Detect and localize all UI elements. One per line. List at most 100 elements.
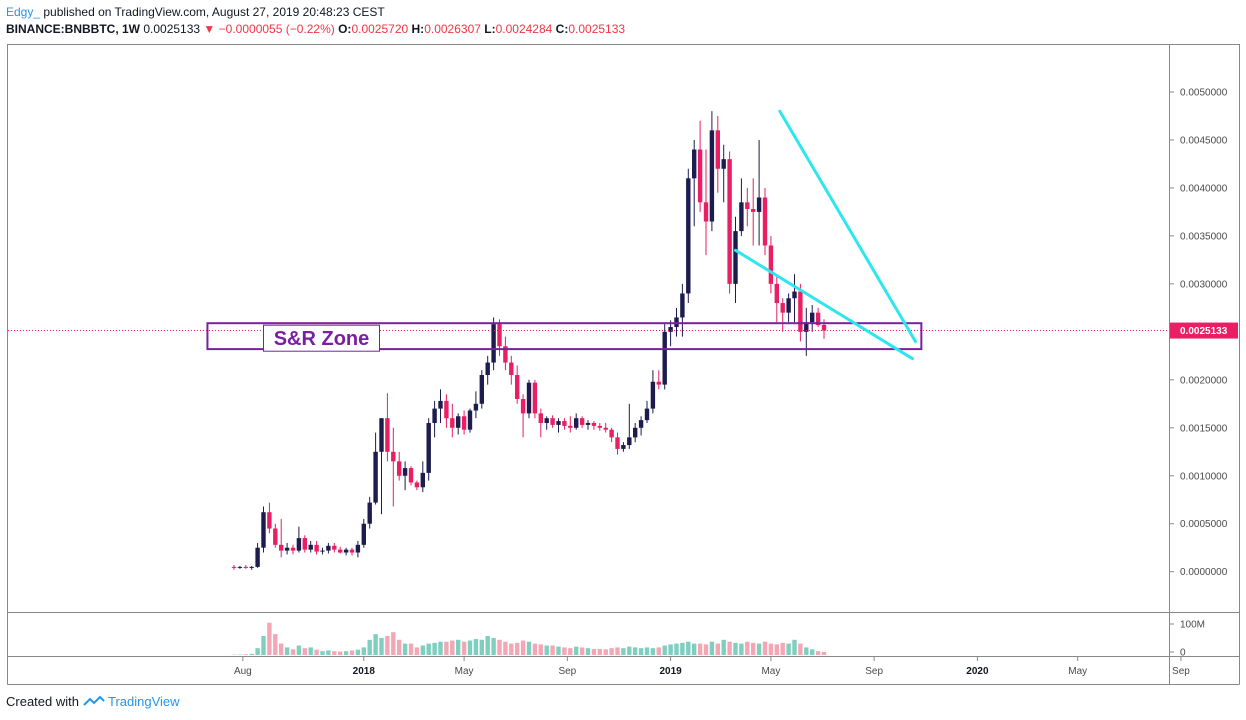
y-tick-label: 0.0050000 <box>1180 87 1228 98</box>
candle <box>768 235 774 294</box>
candle <box>273 523 278 548</box>
volume-bar <box>526 641 532 655</box>
candle <box>585 420 591 430</box>
volume-bar <box>810 649 815 655</box>
tradingview-brand[interactable]: TradingView <box>108 694 180 709</box>
volume-bar <box>756 643 762 655</box>
candle <box>343 547 349 556</box>
candle-body <box>804 322 809 332</box>
candle-body <box>621 445 626 449</box>
candle-body <box>373 451 378 503</box>
volume-bar <box>733 642 738 655</box>
candle-body <box>662 331 667 385</box>
candle-body <box>509 362 514 376</box>
candle <box>780 298 785 332</box>
candle <box>461 410 467 435</box>
candle <box>302 535 307 553</box>
ohlc-legend: BINANCE:BNBBTC, 1W 0.0025133 ▼ −0.000005… <box>6 21 1236 38</box>
volume-bar <box>768 643 774 655</box>
volume-bar <box>815 651 821 655</box>
candle-body <box>479 375 484 404</box>
candle-body <box>515 375 520 399</box>
volume-bar <box>438 641 443 655</box>
volume-bar <box>432 642 437 655</box>
volume-bar <box>320 651 325 655</box>
volume-bar <box>621 648 626 655</box>
x-tick-label: 2018 <box>353 666 376 677</box>
candle-body <box>432 408 437 423</box>
candle-body <box>680 293 685 318</box>
candle <box>762 187 768 256</box>
candle-body <box>503 346 508 363</box>
candle-body <box>326 545 331 551</box>
candle-body <box>284 547 290 551</box>
volume-bar <box>314 649 319 655</box>
candle-body <box>644 408 650 421</box>
volume-bar <box>261 636 266 655</box>
candle-body <box>391 451 396 462</box>
candle-body <box>408 468 414 483</box>
candle <box>621 442 626 452</box>
volume-bar <box>302 648 307 655</box>
volume-bar <box>638 648 644 655</box>
candle-body <box>243 566 248 568</box>
volume-bar <box>709 641 715 655</box>
candle <box>703 149 709 256</box>
author-name[interactable]: Edgy_ <box>6 5 41 19</box>
volume-bar <box>656 647 661 655</box>
x-tick-label: May <box>761 666 780 677</box>
volume-bar <box>473 639 479 655</box>
candle <box>432 400 437 438</box>
candle-body <box>562 421 567 426</box>
price-change: −0.0000055 (−0.22%) <box>218 22 335 36</box>
volume-bar <box>633 647 638 655</box>
volume-bar <box>692 643 697 655</box>
candle-body <box>615 437 620 449</box>
candle <box>420 461 425 493</box>
trendline <box>734 248 914 361</box>
candle-body <box>538 413 543 423</box>
candle <box>603 422 608 433</box>
footer: Created with TradingView <box>6 694 180 709</box>
volume-bar <box>674 643 679 655</box>
volume-bar <box>591 648 597 655</box>
candle-body <box>302 538 307 550</box>
candle <box>532 379 538 419</box>
candle-body <box>733 231 738 284</box>
volume-bar <box>456 639 461 655</box>
low-value: 0.0024284 <box>495 22 553 36</box>
volume-bar <box>780 642 785 655</box>
candle-body <box>556 421 561 425</box>
volume-bar <box>574 646 579 655</box>
candle-body <box>686 178 691 294</box>
open-value: 0.0025720 <box>351 22 409 36</box>
volume-bar <box>349 650 355 655</box>
volume-bar <box>786 643 791 655</box>
candle-body <box>544 418 549 423</box>
volume-bar <box>308 647 313 655</box>
candle <box>515 365 520 404</box>
candle-body <box>751 209 756 212</box>
candle-body <box>786 298 791 313</box>
candle <box>526 379 532 419</box>
price-axis[interactable]: 0.0050000 0.0045000 0.0040000 0.0035000 0.00… <box>1169 87 1238 578</box>
volume-bar <box>579 647 585 655</box>
candle-body <box>780 303 785 313</box>
volume-bar <box>585 648 591 655</box>
candle <box>426 418 431 481</box>
candle <box>804 307 809 356</box>
y-tick-label: 0.0040000 <box>1180 183 1228 194</box>
current-price: 0.0025133 <box>143 22 201 36</box>
candle-body <box>603 427 608 430</box>
candle-body <box>467 410 473 430</box>
candle <box>697 120 703 212</box>
x-tick-label: Aug <box>234 666 252 677</box>
volume-bar <box>644 647 650 655</box>
candle-body <box>715 130 720 169</box>
candle <box>284 542 290 555</box>
time-axis[interactable]: Aug 2018 May Sep 2019 May Sep 2020 May Sep <box>234 656 1190 677</box>
volume-bar <box>550 645 555 655</box>
candle <box>656 370 661 390</box>
last-price-tag-label: 0.0025133 <box>1180 326 1228 337</box>
